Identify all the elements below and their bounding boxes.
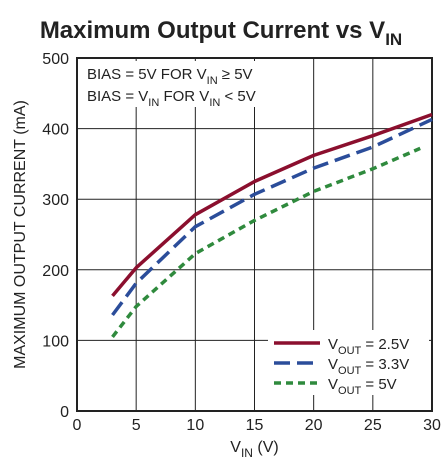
x-tick-label: 20 [305,417,323,434]
y-axis-label: MAXIMUM OUTPUT CURRENT (mA) [12,100,29,369]
plot-frame [76,57,433,412]
chart-title: Maximum Output Current vs VIN [40,17,402,49]
y-tick-labels: 0 100 200 300 400 500 [42,51,69,421]
legend-label-3: VOUT = 5V [328,376,397,397]
y-tick-label: 200 [42,263,69,280]
y-tick-label: 500 [42,51,69,68]
series-line-1 [111,112,433,298]
annotation-line-1: BIAS = 5V FOR VIN ≥ 5V [87,66,253,87]
y-tick-label: 300 [42,192,69,209]
series-line-2 [111,117,433,317]
y-tick-label: 400 [42,122,69,139]
x-tick-label: 25 [364,417,382,434]
series-group [111,112,433,338]
x-axis-label: VIN (V) [230,439,278,460]
legend-background [268,330,429,395]
x-tick-label: 15 [246,417,264,434]
x-tick-label: 30 [423,417,441,434]
x-tick-label: 0 [73,417,82,434]
x-tick-label: 5 [132,417,141,434]
y-tick-label: 0 [60,404,69,421]
annotation-background [80,61,290,107]
series-line-3 [111,146,421,338]
annotation-line-2: BIAS = VIN FOR VIN < 5V [87,88,256,109]
legend-label-2: VOUT = 3.3V [328,356,409,377]
x-tick-labels: 0 5 10 15 20 25 30 [73,417,441,434]
y-tick-label: 100 [42,333,69,350]
x-tick-label: 10 [186,417,204,434]
legend-label-1: VOUT = 2.5V [328,336,409,357]
